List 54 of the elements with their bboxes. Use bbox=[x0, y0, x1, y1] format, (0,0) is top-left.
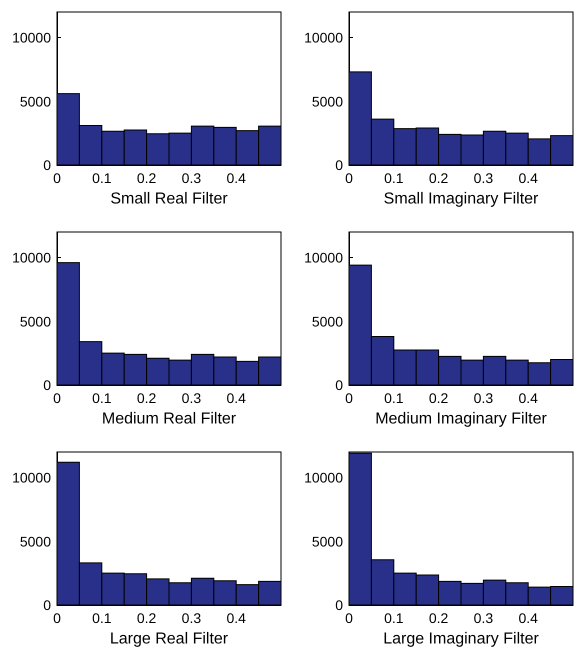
x-tick-label: 0.2 bbox=[136, 170, 157, 186]
x-tick-label: 0.2 bbox=[428, 390, 449, 406]
x-axis-title: Small Imaginary Filter bbox=[384, 190, 540, 208]
x-tick-label: 0.3 bbox=[474, 390, 494, 406]
x-axis-title: Small Real Filter bbox=[110, 190, 228, 208]
x-tick-label: 0 bbox=[345, 610, 354, 626]
y-tick-label: 10000 bbox=[304, 30, 344, 46]
x-tick-label: 0.4 bbox=[226, 170, 246, 186]
x-tick-label: 0 bbox=[345, 390, 354, 406]
x-tick-label: 0.3 bbox=[182, 610, 202, 626]
x-tick-label: 0.1 bbox=[384, 610, 404, 626]
y-tick-label: 10000 bbox=[304, 470, 344, 486]
x-tick-label: 0.3 bbox=[474, 170, 494, 186]
y-tick-label: 0 bbox=[43, 157, 52, 173]
x-tick-label: 0.1 bbox=[92, 390, 112, 406]
x-tick-label: 0 bbox=[53, 610, 62, 626]
y-tick-label: 0 bbox=[43, 377, 52, 393]
x-axis-title: Large Real Filter bbox=[110, 630, 229, 648]
x-axis-title: Medium Imaginary Filter bbox=[375, 410, 548, 428]
y-tick-label: 10000 bbox=[12, 30, 52, 46]
x-tick-label: 0.4 bbox=[518, 610, 538, 626]
y-tick-label: 10000 bbox=[304, 250, 344, 266]
x-tick-label: 0.2 bbox=[136, 610, 157, 626]
y-tick-label: 5000 bbox=[312, 93, 344, 110]
x-tick-label: 0 bbox=[53, 390, 62, 406]
y-tick-label: 5000 bbox=[20, 93, 52, 110]
x-tick-label: 0.1 bbox=[384, 170, 404, 186]
x-tick-label: 0.2 bbox=[428, 610, 449, 626]
x-tick-label: 0.3 bbox=[474, 610, 494, 626]
x-tick-label: 0.4 bbox=[226, 610, 246, 626]
y-tick-label: 0 bbox=[43, 597, 52, 613]
x-axis-title: Large Imaginary Filter bbox=[383, 630, 540, 648]
x-tick-label: 0.2 bbox=[428, 170, 449, 186]
x-tick-label: 0.3 bbox=[182, 390, 202, 406]
x-tick-label: 0.4 bbox=[518, 390, 538, 406]
x-tick-label: 0.4 bbox=[518, 170, 538, 186]
y-tick-label: 5000 bbox=[20, 313, 52, 330]
x-tick-label: 0 bbox=[345, 170, 354, 186]
x-tick-label: 0.4 bbox=[226, 390, 246, 406]
x-tick-label: 0 bbox=[53, 170, 62, 186]
x-tick-label: 0.1 bbox=[92, 170, 112, 186]
x-axis-title: Medium Real Filter bbox=[102, 410, 237, 428]
y-tick-label: 5000 bbox=[20, 533, 52, 550]
y-tick-label: 5000 bbox=[312, 533, 344, 550]
x-tick-label: 0.1 bbox=[92, 610, 112, 626]
y-tick-label: 5000 bbox=[312, 313, 344, 330]
x-tick-label: 0.1 bbox=[384, 390, 404, 406]
y-tick-label: 10000 bbox=[12, 470, 52, 486]
y-tick-label: 0 bbox=[335, 377, 344, 393]
y-tick-label: 0 bbox=[335, 157, 344, 173]
x-tick-label: 0.3 bbox=[182, 170, 202, 186]
y-tick-label: 10000 bbox=[12, 250, 52, 266]
x-tick-label: 0.2 bbox=[136, 390, 157, 406]
y-tick-label: 0 bbox=[335, 597, 344, 613]
